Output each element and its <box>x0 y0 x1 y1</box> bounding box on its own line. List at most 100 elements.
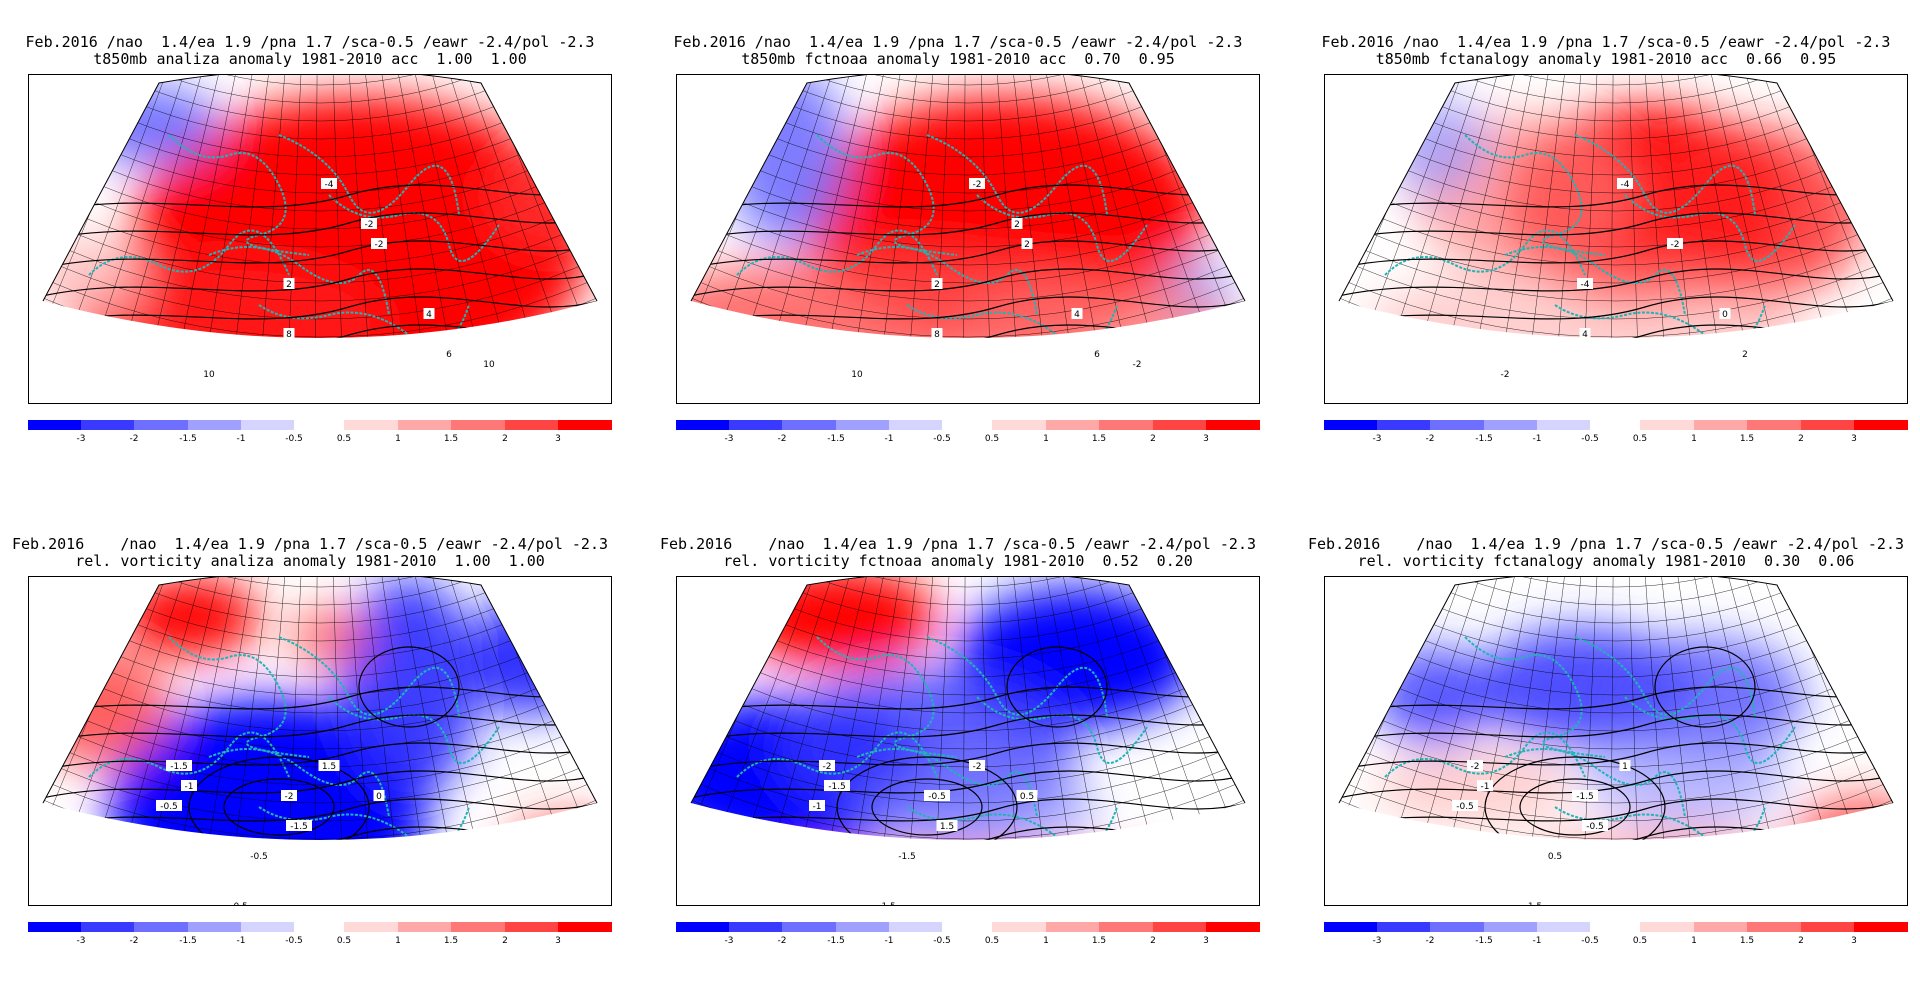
colorbar-swatch <box>1693 420 1748 430</box>
colorbar: -3 -2 -1.5 -1 -0.5 0.5 1 1.5 2 3 <box>1324 922 1908 962</box>
colorbar-label: 2 <box>1150 434 1156 444</box>
contour-label: -1 <box>1481 782 1490 792</box>
colorbar-negative <box>28 922 295 932</box>
colorbar-swatch <box>451 420 505 430</box>
colorbar-swatch <box>729 922 783 932</box>
contour-label-bg <box>969 178 985 189</box>
colorbar-swatch <box>504 922 559 932</box>
map-frame: -2-1 -0.5 -1.5 -0.5 0.5 1 1.5 <box>1324 576 1908 906</box>
colorbar-label: 3 <box>1203 434 1209 444</box>
colorbar-label: 0.5 <box>984 434 1000 444</box>
contour-label: 4 <box>1582 330 1588 340</box>
colorbar-label: 0.5 <box>984 936 1000 946</box>
colorbar-label: -1 <box>236 936 246 946</box>
contour-label-bg <box>443 348 455 359</box>
colorbar-positive <box>1640 420 1908 430</box>
colorbar-label: 1.5 <box>443 434 459 444</box>
colorbar-swatch <box>1206 420 1260 430</box>
colorbar-label: 0.5 <box>1632 434 1648 444</box>
colorbar-swatch <box>81 922 135 932</box>
map-panel-p5: Feb.2016 /nao 1.4/ea 1.9 /pna 1.7 /sca-0… <box>648 536 1268 976</box>
colorbar-swatch <box>134 420 188 430</box>
colorbar-negative <box>676 420 943 430</box>
contour-label-bg <box>201 368 217 379</box>
colorbar-label: 2 <box>502 434 508 444</box>
contour-label-bg <box>1021 238 1033 249</box>
contour-label: -1.5 <box>290 822 308 832</box>
colorbar-positive <box>1640 922 1908 932</box>
colorbar-label: 3 <box>1851 936 1857 946</box>
colorbar-swatch <box>1693 922 1748 932</box>
contour-label-bg <box>894 850 920 861</box>
contour-label: 8 <box>286 330 292 340</box>
contour-label-bg <box>1582 820 1608 831</box>
colorbar-label: 1.5 <box>1739 936 1755 946</box>
contour-label-bg <box>849 368 865 379</box>
contour-label-bg <box>924 790 950 801</box>
colorbar-label: -2 <box>129 434 139 444</box>
contour-label-bg <box>1667 238 1683 249</box>
panel-title-line2: rel. vorticity analiza anomaly 1981-2010… <box>75 552 545 570</box>
colorbar-label: 1.5 <box>1091 936 1107 946</box>
anomaly-shading <box>1339 577 1893 840</box>
colorbar: -3 -2 -1.5 -1 -0.5 0.5 1 1.5 2 3 <box>28 922 612 962</box>
colorbar-label: 1 <box>1691 936 1697 946</box>
colorbar-label: 1 <box>1043 434 1049 444</box>
coastlines <box>88 134 500 338</box>
colorbar-label: 3 <box>1851 434 1857 444</box>
colorbar-swatch <box>1377 922 1431 932</box>
colorbar-label: -1.5 <box>827 434 845 444</box>
anomaly-shading <box>43 577 597 840</box>
colorbar-label: -2 <box>129 936 139 946</box>
contour-label: -0.5 <box>230 902 248 905</box>
projection-outline <box>42 75 598 302</box>
contour-label-bg <box>969 760 985 771</box>
map-frame: -2 -1.5 -1 -0.5 1.5 -1.5 -2 -1.5 0.5 <box>676 576 1260 906</box>
anomaly-shading <box>43 75 597 338</box>
colorbar-label: 2 <box>1150 936 1156 946</box>
colorbar-swatch <box>1099 922 1153 932</box>
contour-label: 10 <box>483 360 495 370</box>
anomaly-shading <box>691 577 1245 840</box>
colorbar-label: 3 <box>555 936 561 946</box>
contour-label-bg <box>931 328 943 339</box>
anomaly-shading <box>1339 75 1893 338</box>
contour-label: 8 <box>934 330 940 340</box>
colorbar-swatch <box>782 420 836 430</box>
colorbar-label: -1.5 <box>1475 936 1493 946</box>
contour-label-bg <box>1452 800 1478 811</box>
map-panel-p2: Feb.2016 /nao 1.4/ea 1.9 /pna 1.7 /sca-0… <box>648 34 1268 474</box>
colorbar-label: -3 <box>724 936 734 946</box>
colorbar-swatch <box>1800 420 1855 430</box>
coastlines <box>88 636 500 840</box>
contour-label: -2 <box>375 240 384 250</box>
contour-label-bg <box>283 278 295 289</box>
colorbar-label: 0.5 <box>336 434 352 444</box>
colorbar-label: -0.5 <box>1581 434 1599 444</box>
contour-label-bg <box>874 900 900 905</box>
colorbar-label: 0.5 <box>336 936 352 946</box>
contour-label-bg <box>371 238 387 249</box>
contour-label-bg <box>1524 900 1546 905</box>
map-frame: -1.5 -1 -0.5 -2 -1.5 -0.5 1.5 -0.5 0 <box>28 576 612 906</box>
contour-label-bg <box>931 278 943 289</box>
colorbar-label: -1.5 <box>179 936 197 946</box>
contour-label-bg <box>1071 308 1083 319</box>
panel-title-line1: Feb.2016 /nao 1.4/ea 1.9 /pna 1.7 /sca-0… <box>11 535 609 553</box>
colorbar-label: -2 <box>777 434 787 444</box>
panel-title-line1: Feb.2016 /nao 1.4/ea 1.9 /pna 1.7 /sca-0… <box>673 33 1243 51</box>
colorbar-swatch <box>240 420 295 430</box>
panel-title-line1: Feb.2016 /nao 1.4/ea 1.9 /pna 1.7 /sca-0… <box>659 535 1257 553</box>
contour-label-bg <box>181 780 197 791</box>
contour-label: -4 <box>1621 180 1630 190</box>
colorbar-swatch <box>835 420 889 430</box>
projection-outline <box>1338 577 1894 804</box>
contour-label-bg <box>1739 348 1751 359</box>
colorbar-label: 1 <box>1043 936 1049 946</box>
contour-label-bg <box>1579 328 1591 339</box>
contour-label: -1.5 <box>170 762 188 772</box>
map-svg: -2 -1.5 -1 -0.5 1.5 -1.5 -2 -1.5 0.5 <box>690 577 1246 905</box>
contour-label-bg <box>286 820 312 831</box>
colorbar-label: -3 <box>1372 936 1382 946</box>
contour-label: 2 <box>1014 220 1020 230</box>
